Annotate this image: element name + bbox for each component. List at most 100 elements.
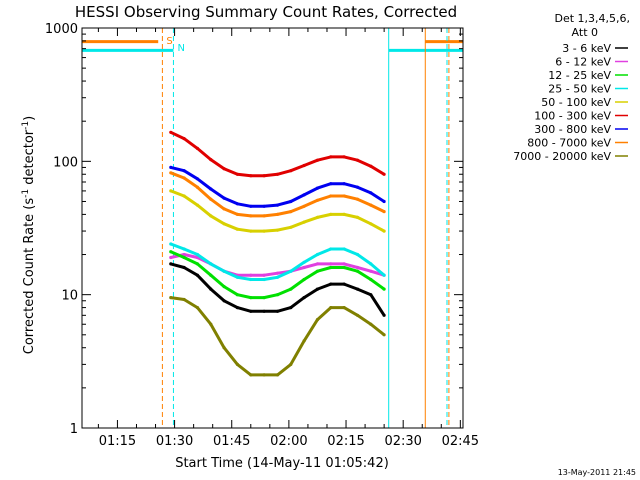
series-point bbox=[235, 362, 239, 366]
series-line bbox=[170, 296, 386, 377]
legend-entry-label: 3 - 6 keV bbox=[562, 42, 611, 55]
series-point bbox=[355, 313, 360, 317]
series-point bbox=[302, 339, 306, 343]
series-point bbox=[169, 242, 173, 246]
series-point bbox=[182, 194, 186, 198]
series-point bbox=[355, 269, 360, 273]
footer-date: 13-May-2011 21:45 bbox=[558, 468, 636, 477]
series-point bbox=[329, 194, 333, 198]
series-point bbox=[315, 198, 320, 202]
series-point bbox=[262, 273, 266, 277]
x-tick-label: 01:45 bbox=[213, 434, 250, 449]
chart-title: HESSI Observing Summary Count Rates, Cor… bbox=[75, 3, 457, 21]
series-point bbox=[382, 273, 386, 277]
series-point bbox=[342, 212, 346, 216]
y-tick-label: 1000 bbox=[45, 22, 78, 37]
series-point bbox=[275, 293, 280, 297]
series-point bbox=[262, 174, 266, 178]
series-point bbox=[302, 163, 306, 168]
x-tick-label: 02:45 bbox=[442, 434, 479, 449]
series-point bbox=[382, 172, 386, 176]
series-point bbox=[195, 273, 199, 277]
series-point bbox=[209, 158, 213, 162]
legend-entry-label: 12 - 25 keV bbox=[548, 69, 611, 82]
series-point bbox=[275, 228, 280, 232]
series-point bbox=[195, 203, 199, 207]
series-point bbox=[209, 197, 213, 201]
series-point bbox=[249, 277, 253, 282]
series-point bbox=[329, 306, 333, 310]
series-point bbox=[209, 187, 213, 191]
x-tick-label: 01:15 bbox=[99, 434, 136, 449]
series-point bbox=[315, 186, 320, 190]
series-point bbox=[369, 262, 373, 266]
series-point bbox=[289, 225, 293, 229]
series-point bbox=[369, 191, 373, 195]
series-point bbox=[275, 271, 280, 275]
series-point bbox=[209, 262, 213, 266]
series-point bbox=[249, 296, 253, 300]
series-point bbox=[195, 185, 199, 189]
series-point bbox=[302, 265, 306, 270]
series-point bbox=[249, 229, 253, 233]
series-point bbox=[329, 212, 333, 216]
series-point bbox=[342, 194, 346, 198]
series-point bbox=[315, 215, 320, 219]
series-point bbox=[355, 197, 360, 201]
series-point bbox=[182, 265, 186, 270]
plot-area: SN 1 10 100 1000 01:15 01:30 01:45 02:00 02:15 02:… bbox=[45, 22, 479, 449]
series-point bbox=[235, 275, 239, 279]
series-line bbox=[170, 130, 385, 178]
series-point bbox=[302, 220, 306, 224]
series-point bbox=[329, 247, 333, 251]
series-point bbox=[262, 214, 266, 218]
series-point bbox=[355, 265, 360, 270]
legend-subtitle: Att 0 bbox=[572, 26, 598, 39]
series-point bbox=[342, 155, 346, 159]
series-point bbox=[235, 293, 239, 297]
series-point bbox=[182, 255, 186, 260]
y-axis-label-sup1: -1 bbox=[21, 189, 31, 198]
series-point bbox=[209, 322, 213, 326]
plot-frame bbox=[81, 27, 464, 429]
series-point bbox=[275, 203, 280, 207]
series-point bbox=[182, 169, 186, 173]
y-tick-label: 10 bbox=[61, 289, 78, 304]
series-point bbox=[302, 277, 306, 282]
series-point bbox=[249, 204, 253, 208]
y-axis-label-part1: Corrected Count Rate (s bbox=[22, 198, 37, 355]
series-point bbox=[235, 306, 239, 310]
series-point bbox=[315, 318, 320, 322]
series-point bbox=[222, 299, 226, 303]
series-point bbox=[289, 210, 293, 214]
legend-entry-label: 50 - 100 keV bbox=[541, 96, 611, 109]
series-point bbox=[262, 204, 266, 208]
series-point bbox=[249, 214, 253, 218]
series-point bbox=[382, 287, 386, 291]
event-marker-label: N bbox=[177, 43, 184, 54]
legend-entry-label: 100 - 300 keV bbox=[534, 110, 611, 123]
series-point bbox=[249, 373, 253, 377]
y-axis-label-part2: detector bbox=[22, 129, 37, 189]
series-point bbox=[289, 169, 293, 173]
series-point bbox=[222, 269, 226, 273]
series-point bbox=[315, 287, 320, 291]
series-point bbox=[262, 229, 266, 233]
series-point bbox=[222, 222, 226, 226]
series-point bbox=[169, 262, 173, 266]
legend-entry-label: 7000 - 20000 keV bbox=[513, 150, 611, 163]
series-point bbox=[382, 229, 386, 233]
x-axis-label: Start Time (14-May-11 01:05:42) bbox=[175, 456, 389, 471]
series-point bbox=[195, 306, 199, 310]
series-point bbox=[169, 130, 173, 134]
series-point bbox=[289, 306, 293, 310]
series-point bbox=[169, 171, 173, 175]
series-point bbox=[222, 196, 226, 200]
series-point bbox=[355, 287, 360, 291]
series-point bbox=[195, 177, 199, 181]
series-point bbox=[222, 285, 226, 289]
x-tick-label: 01:30 bbox=[156, 434, 193, 449]
legend-entry-label: 800 - 7000 keV bbox=[527, 137, 611, 150]
